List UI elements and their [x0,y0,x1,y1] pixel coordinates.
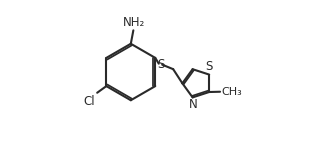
Text: Cl: Cl [83,95,95,108]
Text: N: N [189,98,198,111]
Text: NH₂: NH₂ [123,16,145,29]
Text: CH₃: CH₃ [221,87,242,97]
Text: S: S [206,60,213,73]
Text: S: S [157,58,164,71]
